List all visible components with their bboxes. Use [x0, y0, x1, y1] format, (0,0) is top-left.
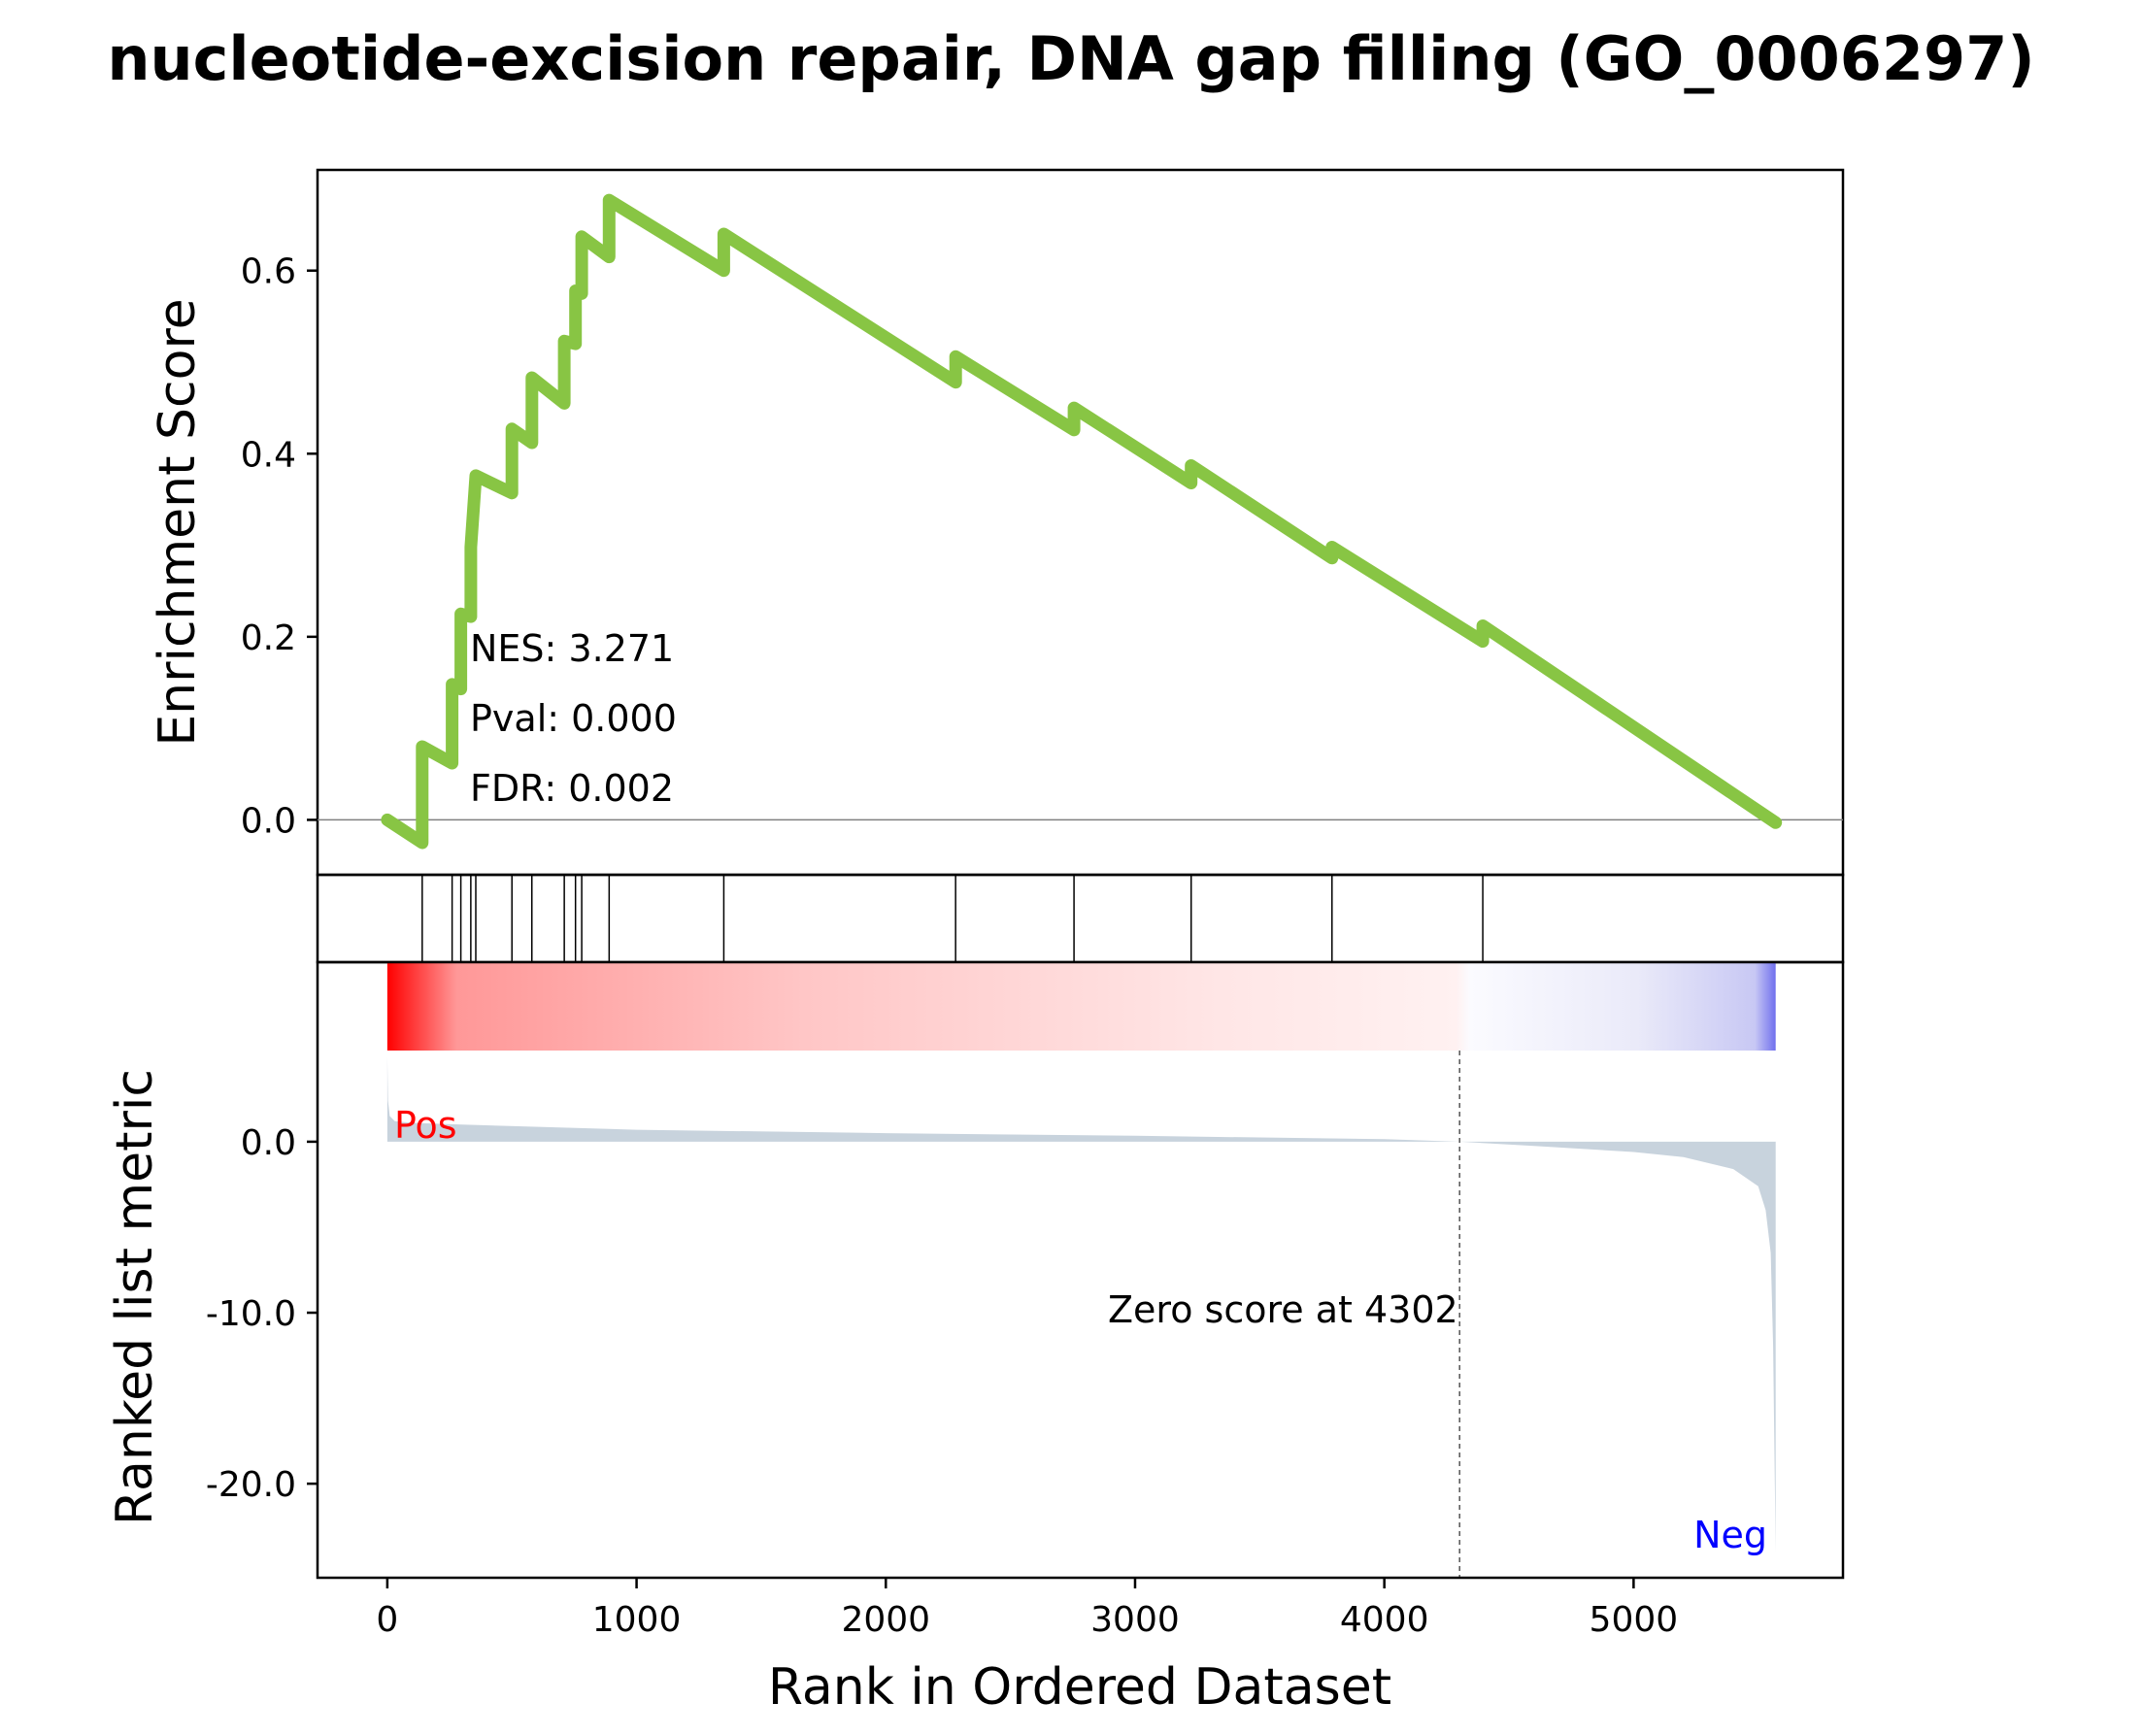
- metric-y-tick-label: 0.0: [241, 1123, 296, 1163]
- metric-axis-label: Ranked list metric: [106, 1069, 164, 1525]
- gene-hits-panel: [316, 873, 1845, 964]
- nes-annotation: NES: 3.271: [470, 627, 674, 670]
- hits-panel-frame: [316, 873, 1845, 964]
- es-y-tick-label: 0.4: [241, 435, 296, 475]
- enrichment-score-panel: 0.0 0.2 0.4 0.6 NES: 3.271 Pval: 0.000 FDR:…: [149, 168, 1845, 877]
- metric-y-tick-label: -10.0: [206, 1294, 296, 1334]
- ranked-metric-panel: Zero score at 4302 Pos Neg 0.0 -10.0 -20.0…: [106, 960, 1845, 1580]
- x-axis-label: Rank in Ordered Dataset: [768, 1658, 1391, 1717]
- zero-score-label: Zero score at 4302: [1108, 1288, 1458, 1331]
- es-y-tick-label: 0.0: [241, 801, 296, 841]
- es-y-tick-label: 0.6: [241, 252, 296, 292]
- es-y-tick-label: 0.2: [241, 618, 296, 658]
- chart-title: nucleotide-excision repair, DNA gap fill…: [107, 23, 2034, 94]
- x-tick-label: 2000: [841, 1600, 930, 1640]
- x-tick-label: 5000: [1590, 1600, 1679, 1640]
- x-tick-label: 3000: [1090, 1600, 1180, 1640]
- bottom-panel-frame: [316, 960, 1845, 1580]
- es-axis-label: Enrichment Score: [149, 298, 207, 746]
- x-tick-label: 4000: [1340, 1600, 1429, 1640]
- rank-heatmap-bar: [386, 963, 1776, 1051]
- x-tick-label: 0: [376, 1600, 398, 1640]
- ranked-metric-area: [386, 1055, 1776, 1552]
- metric-y-tick-label: -20.0: [206, 1465, 296, 1505]
- x-tick-label: 1000: [592, 1600, 682, 1640]
- neg-label: Neg: [1693, 1514, 1767, 1556]
- pval-annotation: Pval: 0.000: [470, 697, 677, 740]
- es-line: [381, 193, 1783, 850]
- fdr-annotation: FDR: 0.002: [470, 767, 674, 810]
- pos-label: Pos: [394, 1104, 457, 1147]
